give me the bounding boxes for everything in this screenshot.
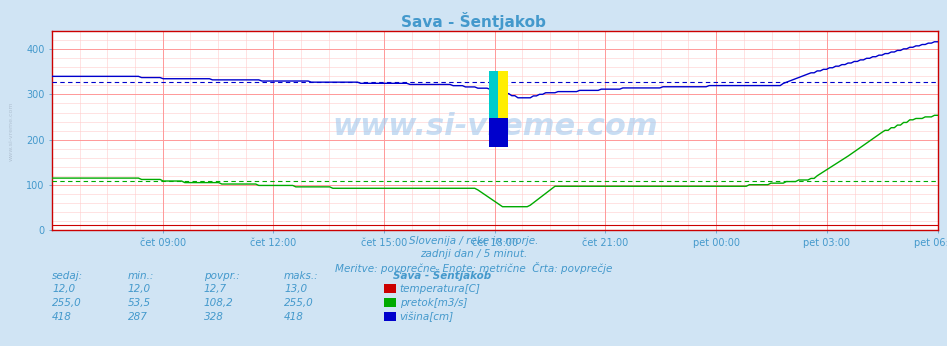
Text: temperatura[C]: temperatura[C]	[400, 284, 480, 294]
Bar	[489, 118, 509, 147]
Text: 12,7: 12,7	[204, 284, 226, 294]
Text: 287: 287	[128, 312, 148, 322]
Text: višina[cm]: višina[cm]	[400, 312, 454, 322]
Text: maks.:: maks.:	[284, 271, 319, 281]
Text: pretok[m3/s]: pretok[m3/s]	[400, 298, 467, 308]
Text: Slovenija / reke in morje.: Slovenija / reke in morje.	[409, 236, 538, 246]
Text: 418: 418	[284, 312, 304, 322]
Text: 255,0: 255,0	[284, 298, 313, 308]
Text: min.:: min.:	[128, 271, 154, 281]
Text: sedaj:: sedaj:	[52, 271, 83, 281]
Text: 108,2: 108,2	[204, 298, 233, 308]
Text: Sava - Šentjakob: Sava - Šentjakob	[402, 12, 545, 30]
Text: 13,0: 13,0	[284, 284, 307, 294]
Text: 255,0: 255,0	[52, 298, 81, 308]
Text: 12,0: 12,0	[52, 284, 75, 294]
Text: 328: 328	[204, 312, 223, 322]
Text: Sava - Šentjakob: Sava - Šentjakob	[393, 268, 491, 281]
Text: www.si-vreme.com: www.si-vreme.com	[332, 112, 657, 141]
Text: 418: 418	[52, 312, 72, 322]
Bar	[489, 71, 509, 147]
Text: povpr.:: povpr.:	[204, 271, 240, 281]
Text: Meritve: povprečne  Enote: metrične  Črta: povprečje: Meritve: povprečne Enote: metrične Črta:…	[335, 262, 612, 274]
Text: www.si-vreme.com: www.si-vreme.com	[9, 102, 14, 161]
Text: 53,5: 53,5	[128, 298, 151, 308]
Text: zadnji dan / 5 minut.: zadnji dan / 5 minut.	[420, 249, 527, 259]
Bar	[489, 71, 498, 147]
Text: 12,0: 12,0	[128, 284, 151, 294]
